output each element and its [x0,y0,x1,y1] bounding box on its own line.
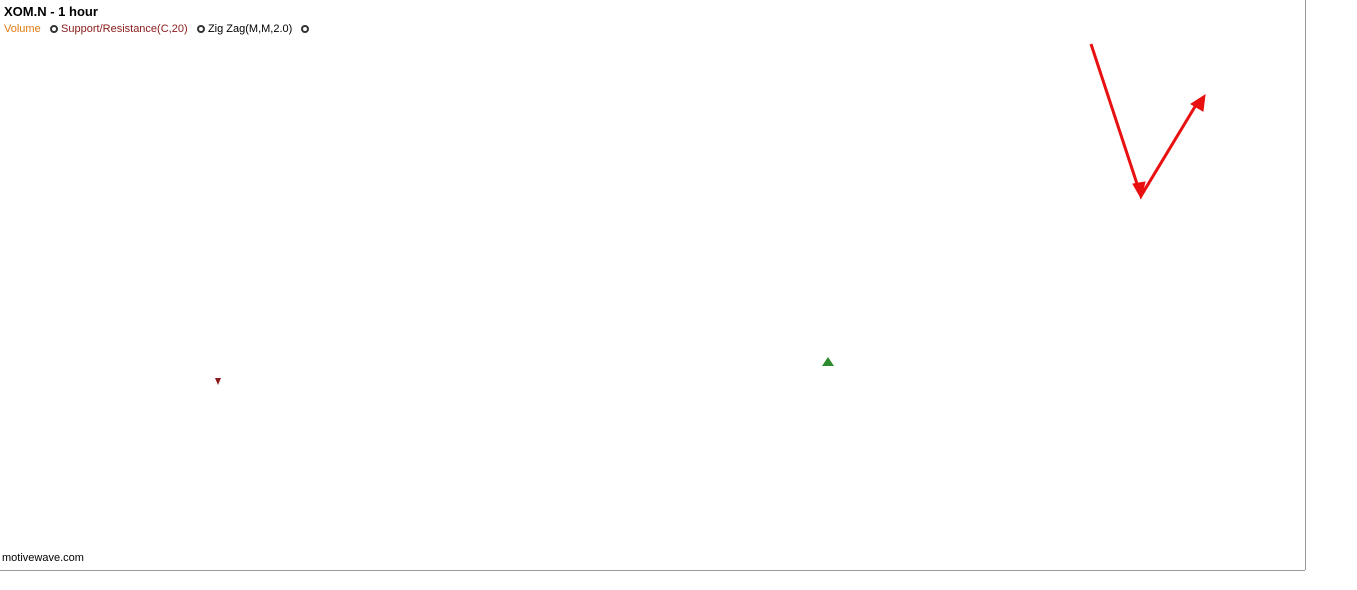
indicator[interactable]: Support/Resistance(C,20) [61,23,188,35]
arrow-heads [1132,94,1206,200]
signal-marker [822,357,834,366]
y-axis-strip [1305,0,1357,590]
gear-icon[interactable] [49,25,58,33]
signal-marker [215,378,221,385]
annotation-arrows [1089,43,1206,200]
gear-icon[interactable] [301,25,310,33]
chart-header: XOM.N - 1 hour Volume Support/Resistance… [4,4,310,35]
arrow-path [1089,43,1201,200]
indicator-list: Volume Support/Resistance(C,20) Zig Zag(… [4,21,310,35]
gear-icon[interactable] [196,25,205,33]
indicator[interactable]: Zig Zag(M,M,2.0) [207,23,293,35]
indicator[interactable]: Volume [4,23,41,35]
watermark: motivewave.com [2,552,84,564]
chart-title: XOM.N - 1 hour [4,4,98,19]
